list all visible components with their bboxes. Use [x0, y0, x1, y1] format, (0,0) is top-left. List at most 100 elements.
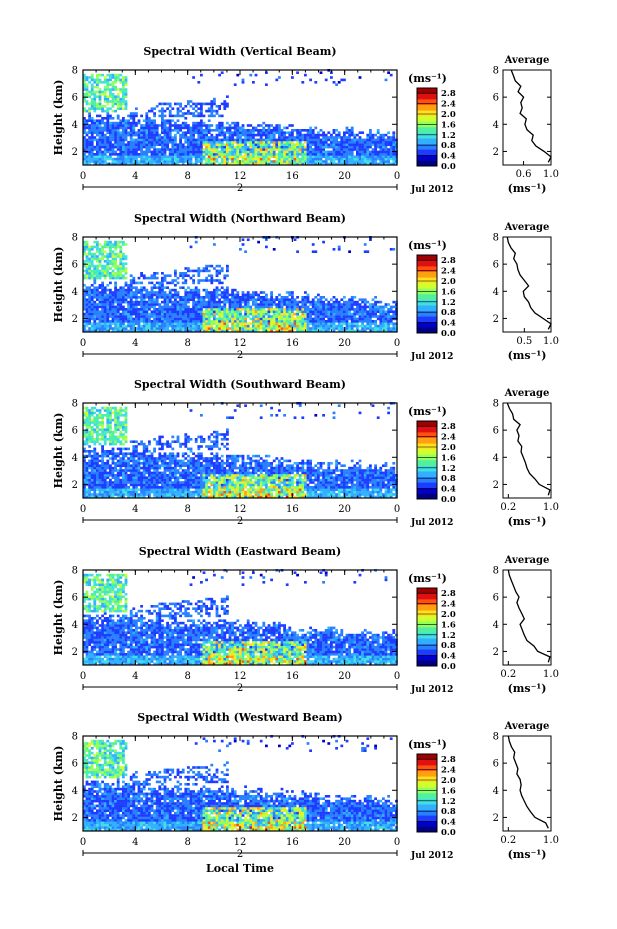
average-profile-line — [506, 402, 551, 496]
x-tick-label: 16 — [286, 504, 299, 515]
colorbar-tick-label: 1.6 — [441, 287, 456, 297]
colorbar-tick-label: 1.2 — [441, 131, 456, 141]
x-tick-label: 4 — [132, 171, 138, 182]
average-x-tick-label: 1.0 — [543, 336, 559, 347]
colorbar-tick-label: 0.0 — [441, 662, 456, 672]
average-y-tick-label: 8 — [493, 399, 499, 410]
average-y-tick-label: 2 — [493, 147, 499, 158]
y-tick-label: 2 — [72, 813, 78, 824]
colorbar-tick-label: 2.4 — [441, 600, 456, 610]
x-tick-label: 0 — [394, 171, 400, 182]
panel-title: Spectral Width (Westward Beam) — [137, 711, 342, 724]
average-y-tick-label: 6 — [493, 260, 499, 271]
colorbar: 0.00.40.81.21.62.02.42.8 — [416, 420, 456, 505]
x-tick-label: 4 — [132, 837, 138, 848]
average-profile-line — [507, 735, 549, 829]
y-tick-label: 4 — [72, 786, 78, 797]
colorbar-tick-label: 2.4 — [441, 267, 456, 277]
y-tick-label: 8 — [72, 233, 78, 244]
y-tick-label: 2 — [72, 147, 78, 158]
x-tick-label: 8 — [184, 338, 190, 349]
heatmap-cells — [83, 402, 398, 499]
colorbar-tick-label: 0.4 — [441, 485, 456, 495]
average-y-tick-label: 6 — [493, 426, 499, 437]
x-tick-label: 0 — [394, 338, 400, 349]
average-unit: (ms⁻¹) — [508, 682, 547, 695]
x-tick-label: 0 — [394, 671, 400, 682]
colorbar-unit: (ms⁻¹) — [408, 72, 447, 85]
average-profile-line — [506, 236, 552, 330]
average-panel: Average 2 4 6 8 0.2 1.0 (ms⁻¹) — [493, 721, 559, 861]
panel-3: Spectral Width (Southward Beam)0 4 8 12 16 20… — [52, 378, 559, 528]
colorbar-tick-label: 1.2 — [441, 298, 456, 308]
colorbar-tick-label: 0.8 — [441, 641, 456, 651]
x-tick-label: 4 — [132, 671, 138, 682]
y-tick-label: 6 — [72, 426, 78, 437]
y-axis-label: Height (km) — [52, 746, 65, 822]
x-tick-label: 12 — [234, 338, 247, 349]
average-unit: (ms⁻¹) — [508, 848, 547, 861]
colorbar-tick-label: 2.0 — [441, 776, 456, 786]
y-tick-label: 8 — [72, 66, 78, 77]
colorbar: 0.00.40.81.21.62.02.42.8 — [416, 753, 456, 838]
y-tick-label: 6 — [72, 260, 78, 271]
y-tick-label: 2 — [72, 647, 78, 658]
average-y-tick-label: 2 — [493, 813, 499, 824]
average-y-tick-label: 4 — [493, 786, 499, 797]
average-unit: (ms⁻¹) — [508, 182, 547, 195]
colorbar-tick-label: 0.4 — [441, 818, 456, 828]
average-unit: (ms⁻¹) — [508, 515, 547, 528]
heatmap-cells — [83, 569, 398, 666]
colorbar-tick-label: 1.2 — [441, 464, 456, 474]
x-tick-label: 8 — [184, 171, 190, 182]
panel-5: Spectral Width (Westward Beam)0 4 8 12 16 20 0… — [52, 711, 559, 875]
average-x-tick-label: 0.2 — [500, 669, 516, 680]
x-tick-label: 8 — [184, 671, 190, 682]
day-label: 2 — [237, 849, 243, 860]
heatmap-cells — [83, 236, 398, 333]
colorbar-tick-label: 0.4 — [441, 319, 456, 329]
x-tick-label: 16 — [286, 837, 299, 848]
average-x-tick-label: 1.0 — [543, 502, 559, 513]
y-tick-label: 6 — [72, 93, 78, 104]
average-y-tick-label: 8 — [493, 566, 499, 577]
x-tick-label: 16 — [286, 671, 299, 682]
colorbar-unit: (ms⁻¹) — [408, 239, 447, 252]
colorbar: 0.00.40.81.21.62.02.42.8 — [416, 254, 456, 339]
colorbar-tick-label: 2.8 — [441, 755, 456, 765]
colorbar-tick-label: 2.8 — [441, 89, 456, 99]
y-tick-label: 4 — [72, 120, 78, 131]
x-tick-label: 16 — [286, 338, 299, 349]
panel-title: Spectral Width (Southward Beam) — [134, 378, 346, 391]
average-y-tick-label: 2 — [493, 480, 499, 491]
x-tick-label: 12 — [234, 171, 247, 182]
average-panel: Average 2 4 6 8 0.2 1.0 (ms⁻¹) — [493, 555, 559, 695]
colorbar-tick-label: 1.6 — [441, 620, 456, 630]
y-tick-label: 6 — [72, 759, 78, 770]
x-tick-label: 16 — [286, 171, 299, 182]
x-tick-label: 0 — [394, 504, 400, 515]
colorbar-tick-label: 1.2 — [441, 631, 456, 641]
colorbar-tick-label: 2.8 — [441, 589, 456, 599]
colorbar-tick-label: 0.8 — [441, 807, 456, 817]
colorbar-tick-label: 0.4 — [441, 652, 456, 662]
colorbar-tick-label: 2.4 — [441, 433, 456, 443]
colorbar-tick-label: 2.0 — [441, 610, 456, 620]
panel-1: Spectral Width (Vertical Beam)0 4 8 12 16 20 0… — [52, 45, 559, 195]
average-x-tick-label: 0.2 — [500, 502, 516, 513]
colorbar-tick-label: 2.4 — [441, 100, 456, 110]
average-frame — [502, 735, 552, 832]
colorbar-unit: (ms⁻¹) — [408, 572, 447, 585]
colorbar-tick-label: 1.2 — [441, 797, 456, 807]
colorbar-tick-label: 0.8 — [441, 474, 456, 484]
x-tick-label: 4 — [132, 504, 138, 515]
average-title: Average — [504, 388, 550, 399]
colorbar-tick-label: 1.6 — [441, 786, 456, 796]
average-panel: Average 2 4 6 8 0.2 1.0 (ms⁻¹) — [493, 388, 559, 528]
average-title: Average — [504, 555, 550, 566]
average-y-tick-label: 2 — [493, 647, 499, 658]
y-tick-label: 8 — [72, 732, 78, 743]
colorbar: 0.00.40.81.21.62.02.42.8 — [416, 587, 456, 672]
colorbar-tick-label: 0.0 — [441, 495, 456, 505]
colorbar-tick-label: 0.4 — [441, 152, 456, 162]
